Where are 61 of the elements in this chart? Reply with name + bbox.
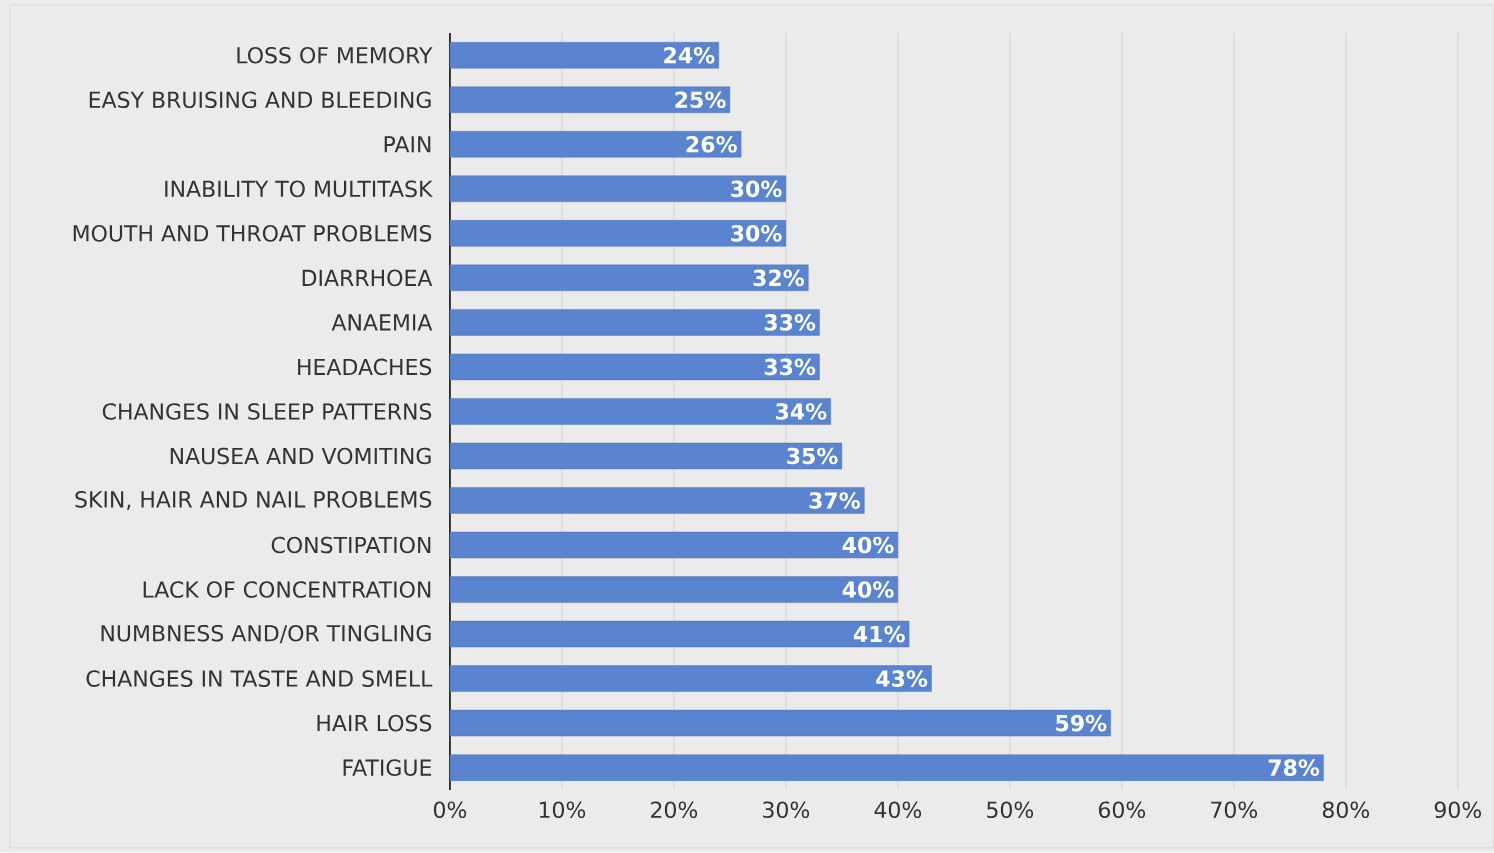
data-label: 24%: [664, 47, 715, 64]
x-tick-label: 50%: [987, 801, 1034, 819]
data-label: 78%: [1268, 759, 1320, 777]
bar: [449, 531, 899, 559]
bar: [449, 353, 820, 381]
bar: [449, 264, 809, 292]
y-tick-label: INABILITY TO MULTITASK: [165, 180, 433, 198]
bar: [449, 175, 787, 203]
y-tick-label: PAIN: [384, 136, 431, 153]
x-tick-label: 40%: [874, 801, 922, 819]
data-label: 33%: [764, 358, 816, 376]
y-tick-label: CONSTIPATION: [271, 536, 431, 554]
x-tick-label: 20%: [651, 801, 698, 819]
y-tick-label: ANAEMIA: [331, 314, 433, 331]
bar: [449, 86, 731, 114]
data-label: 34%: [775, 403, 827, 420]
bar: [449, 398, 831, 425]
y-tick-label: LOSS OF MEMORY: [237, 47, 433, 64]
data-label: 30%: [731, 225, 782, 242]
data-label: 33%: [764, 314, 816, 331]
x-tick-label: 90%: [1434, 801, 1482, 819]
bar: [449, 754, 1324, 781]
bar: [449, 709, 1111, 737]
data-label: 43%: [876, 670, 928, 687]
data-label: 41%: [853, 625, 905, 643]
y-tick-label: EASY BRUISING AND BLEEDING: [89, 91, 431, 109]
data-label: 32%: [753, 269, 805, 287]
data-label: 40%: [842, 581, 894, 598]
x-tick-label: 80%: [1322, 801, 1370, 819]
y-tick-label: FATIGUE: [343, 759, 432, 777]
data-label: 37%: [809, 492, 861, 509]
bar: [449, 309, 820, 336]
bar: [449, 665, 932, 692]
y-tick-label: HEADACHES: [298, 358, 432, 376]
x-tick-label: 0%: [433, 801, 467, 819]
x-tick-label: 70%: [1211, 801, 1258, 819]
bar: [449, 620, 910, 648]
x-tick-label: 10%: [539, 801, 586, 819]
bar: [449, 487, 865, 514]
data-label: 25%: [675, 91, 726, 109]
data-label: 30%: [731, 180, 782, 198]
y-tick-label: DIARRHOEA: [302, 269, 433, 287]
x-tick-label: 60%: [1098, 801, 1146, 819]
data-label: 40%: [842, 536, 894, 554]
bar: [449, 131, 742, 158]
y-tick-label: NAUSEA AND VOMITING: [170, 447, 431, 465]
y-tick-label: MOUTH AND THROAT PROBLEMS: [73, 225, 432, 242]
bar: [449, 220, 787, 247]
data-label: 35%: [787, 447, 838, 465]
bar: [449, 576, 899, 603]
y-tick-label: LACK OF CONCENTRATION: [143, 581, 431, 598]
x-tick-label: 30%: [763, 801, 810, 819]
y-tick-label: HAIR LOSS: [317, 714, 432, 732]
y-tick-label: NUMBNESS AND/OR TINGLING: [101, 624, 431, 644]
y-tick-label: CHANGES IN TASTE AND SMELL: [86, 670, 433, 687]
data-label: 59%: [1056, 714, 1107, 732]
bar: [449, 42, 719, 69]
data-label: 26%: [686, 136, 737, 153]
y-tick-label: CHANGES IN SLEEP PATTERNS: [102, 403, 432, 420]
bar: [449, 442, 843, 470]
y-tick-label: SKIN, HAIR AND NAIL PROBLEMS: [75, 491, 432, 510]
